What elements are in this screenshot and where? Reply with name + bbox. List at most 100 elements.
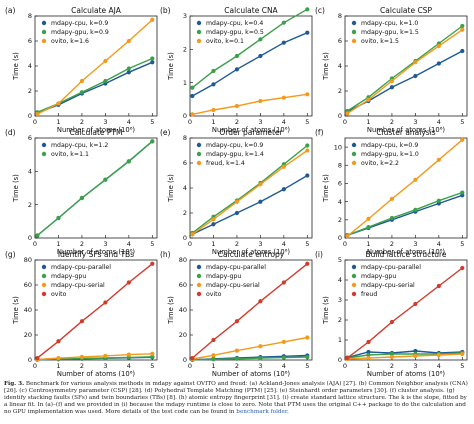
data-point xyxy=(305,92,310,97)
series-line xyxy=(192,174,308,235)
y-axis-label: Time (s) xyxy=(167,174,175,203)
x-tick-label: 3 xyxy=(103,118,107,126)
y-tick-label: 4 xyxy=(338,62,342,70)
series-line xyxy=(347,352,463,359)
data-point xyxy=(413,301,418,307)
data-point xyxy=(389,196,395,202)
data-point xyxy=(126,280,131,285)
x-tick-label: 4 xyxy=(437,362,441,370)
data-point xyxy=(281,355,286,360)
data-point xyxy=(234,210,240,216)
legend-marker xyxy=(196,151,202,157)
x-tick-label: 5 xyxy=(460,240,464,248)
legend-entry: mdapy-cpu-serial xyxy=(361,282,415,289)
data-point xyxy=(366,355,371,361)
data-point xyxy=(35,233,40,238)
data-point xyxy=(258,356,263,361)
x-tick-label: 5 xyxy=(150,362,154,370)
y-axis-label: Time (s) xyxy=(12,174,20,203)
legend-marker xyxy=(351,282,357,288)
series-line xyxy=(191,263,308,359)
legend-marker xyxy=(351,273,357,279)
series-line xyxy=(191,8,308,89)
chart-title: Calculate CSP xyxy=(380,6,432,15)
legend-entry: mdapy-gpu, k=1.5 xyxy=(361,29,419,36)
data-point xyxy=(413,348,418,354)
data-point xyxy=(281,280,286,285)
data-point xyxy=(389,351,395,357)
series-line xyxy=(346,267,463,359)
data-point xyxy=(211,82,216,87)
data-point xyxy=(305,30,310,35)
legend-entry: mdapy-gpu xyxy=(51,273,86,280)
caption-text: Benchmark for various analysis methods i… xyxy=(4,381,468,415)
series-line xyxy=(36,263,153,359)
data-point xyxy=(460,27,465,32)
chart-panel: (c) Calculate CSP 0 1 2 3 4 5 0 2 4 6 8 Number of ato… xyxy=(315,6,468,134)
y-tick-label: 6 xyxy=(28,134,32,142)
chart-title: Build lattice structure xyxy=(365,250,446,259)
data-point xyxy=(305,143,310,148)
x-tick-label: 0 xyxy=(188,240,192,248)
y-tick-label: 40 xyxy=(179,306,187,314)
data-point xyxy=(281,339,286,344)
y-tick-label: 0 xyxy=(183,112,187,120)
data-point xyxy=(211,337,216,343)
x-tick-label: 0 xyxy=(188,362,192,370)
legend-entry: ovito xyxy=(206,291,222,298)
data-point xyxy=(389,85,395,90)
data-point xyxy=(258,199,263,204)
data-point xyxy=(281,40,286,45)
y-tick-label: 6 xyxy=(338,180,342,188)
legend-entry: freud, k=1.4 xyxy=(206,160,245,167)
legend-entry: ovito, k=2.2 xyxy=(361,160,399,167)
data-point xyxy=(103,177,108,182)
y-tick-label: 0 xyxy=(28,234,32,242)
legend-entry: mdapy-gpu, k=1.4 xyxy=(206,151,264,158)
data-point xyxy=(150,351,155,356)
legend-entry: mdapy-gpu, k=1.0 xyxy=(361,151,419,158)
data-point xyxy=(234,67,240,72)
data-point xyxy=(56,215,61,221)
y-axis-label: Time (s) xyxy=(12,296,20,325)
data-point xyxy=(126,38,131,44)
series-line xyxy=(192,356,308,361)
legend-marker xyxy=(41,20,47,26)
y-tick-label: 2 xyxy=(183,209,187,217)
data-point xyxy=(79,354,85,359)
panel-letter: (f) xyxy=(315,128,324,137)
series-line xyxy=(347,353,463,360)
caption-link[interactable]: benchmark folder xyxy=(236,408,288,415)
panel-letter: (h) xyxy=(160,250,171,259)
x-tick-label: 2 xyxy=(390,240,394,248)
data-point xyxy=(103,300,108,305)
legend-marker xyxy=(41,38,47,44)
data-point xyxy=(258,98,263,104)
x-tick-label: 4 xyxy=(127,362,131,370)
data-point xyxy=(211,217,216,222)
figure-caption: Fig. 3. Benchmark for various analysis m… xyxy=(4,381,470,416)
legend-marker xyxy=(351,291,357,297)
data-point xyxy=(35,356,40,361)
y-tick-label: 5 xyxy=(338,256,342,264)
series-line xyxy=(37,57,153,113)
legend-marker xyxy=(41,142,47,148)
chart-panel: (d) Calculate PTM 0 1 2 3 4 5 0 2 4 6 Number of atom… xyxy=(5,128,158,256)
y-tick-label: 0 xyxy=(338,112,342,120)
y-tick-label: 20 xyxy=(24,331,32,339)
x-tick-label: 3 xyxy=(258,118,262,126)
chart-title: Calculate AJA xyxy=(71,6,122,15)
data-point xyxy=(190,85,195,90)
data-point xyxy=(56,339,61,344)
x-tick-label: 3 xyxy=(258,362,262,370)
plot-frame xyxy=(189,15,313,117)
x-tick-label: 4 xyxy=(282,362,286,370)
y-tick-label: 3 xyxy=(183,12,187,20)
data-point xyxy=(436,352,441,358)
data-point xyxy=(345,355,350,361)
panel-letter: (b) xyxy=(160,6,171,15)
x-tick-label: 2 xyxy=(80,118,84,126)
data-point xyxy=(460,190,465,195)
data-point xyxy=(345,234,350,239)
